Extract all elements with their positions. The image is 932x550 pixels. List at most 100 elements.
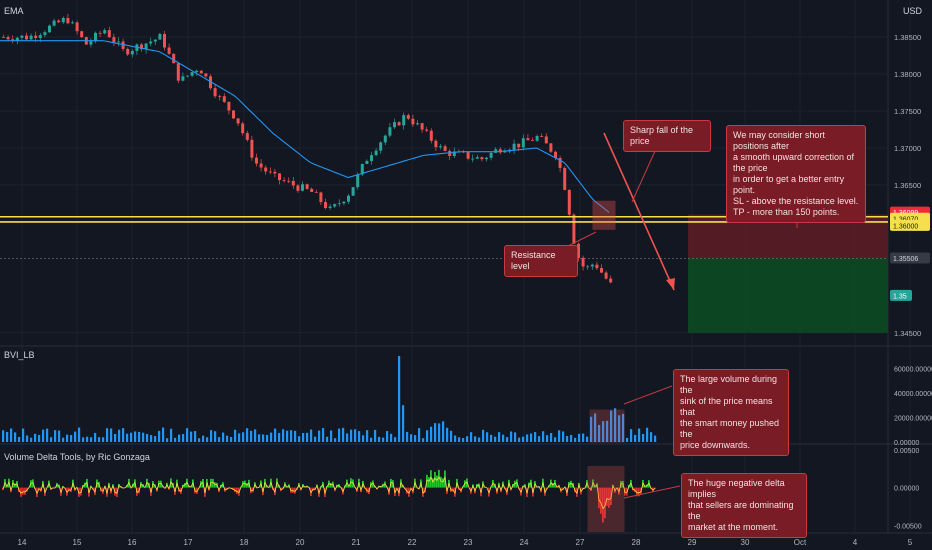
candle-body (112, 37, 116, 43)
delta-bar (22, 487, 24, 495)
volume-bar (214, 431, 217, 442)
volume-bar (554, 437, 557, 442)
volume-bar (654, 435, 657, 442)
volume-note: The large volume during the sink of the … (673, 369, 789, 456)
callout-connector (623, 485, 681, 499)
volume-bar (78, 427, 81, 442)
candle-body (172, 53, 176, 64)
x-tick-label: 22 (408, 538, 417, 547)
volume-bar (134, 431, 137, 442)
candle-body (544, 136, 548, 144)
ema-line (0, 40, 610, 213)
x-tick-label: 27 (576, 538, 585, 547)
candle-body (301, 184, 304, 191)
volume-bar (566, 436, 569, 442)
candle-body (572, 214, 576, 244)
delta-bar (654, 487, 656, 489)
volume-bar (114, 433, 117, 442)
volume-bar (406, 431, 409, 442)
volume-bar (422, 438, 425, 442)
currency-label[interactable]: USD (902, 6, 922, 16)
volume-bar (130, 432, 133, 442)
candle-body (48, 25, 51, 33)
volume-bar (58, 430, 61, 442)
volume-bar (470, 432, 473, 442)
volume-bar (62, 437, 65, 442)
delta-signal-line (2, 475, 656, 510)
delta-bar (608, 487, 610, 508)
delta-bar (294, 487, 296, 494)
candle-body (374, 150, 378, 156)
delta-bar (236, 487, 238, 495)
take-profit-zone (688, 258, 888, 333)
candle-body (71, 22, 74, 24)
volume-bar (238, 433, 241, 442)
volume-bar (222, 432, 225, 442)
volume-bar (294, 430, 297, 442)
volume-bar (482, 429, 485, 442)
volume-bar (458, 437, 461, 442)
volume-bar (310, 429, 313, 442)
candle-body (29, 35, 33, 40)
volume-panel-label[interactable]: BVI_LB (4, 350, 35, 360)
candle-body (126, 48, 130, 55)
delta-bar (638, 487, 640, 497)
price-tick-label: 1.36500 (894, 181, 921, 190)
volume-bar (82, 437, 85, 442)
volume-bar (630, 429, 633, 442)
volume-bar (374, 429, 377, 442)
candle-body (98, 32, 102, 34)
volume-bar (646, 427, 649, 442)
candle-body (328, 206, 332, 208)
delta-bar (352, 479, 354, 488)
delta-bar (554, 479, 556, 488)
candle-body (535, 136, 539, 141)
volume-bar (290, 430, 293, 442)
price-tag-box (890, 289, 912, 301)
delta-bar (604, 487, 606, 519)
volume-bar (526, 434, 529, 442)
candle-body (319, 192, 323, 203)
candle-body (117, 41, 120, 43)
price-tag-label: 1.36000 (893, 223, 918, 230)
candle-body (80, 31, 84, 38)
volume-bar (122, 428, 125, 442)
candle-body (379, 142, 383, 151)
volume-bar (202, 435, 205, 442)
volume-bar (518, 437, 521, 442)
delta-bar (514, 480, 516, 488)
resistance-highlight-box (592, 200, 616, 230)
x-tick-label: 28 (632, 538, 641, 547)
candle-body (38, 35, 42, 38)
volume-bar (110, 428, 113, 442)
candle-body (554, 151, 557, 158)
delta-bar (606, 487, 608, 506)
volume-bar (182, 434, 185, 442)
x-tick-label: 5 (908, 538, 913, 547)
volume-bar (54, 430, 57, 442)
delta-bar (408, 487, 410, 497)
volume-bar (198, 438, 201, 442)
delta-panel-label[interactable]: Volume Delta Tools, by Ric Gonzaga (4, 452, 150, 462)
candle-body (11, 39, 15, 41)
price-tick-label: 1.38500 (894, 33, 921, 42)
volume-bar (490, 434, 493, 442)
candle-body (443, 146, 447, 151)
volume-bar (418, 428, 421, 442)
candle-body (411, 118, 415, 125)
volume-bar (250, 430, 253, 442)
delta-histogram (2, 469, 656, 523)
volume-bar (330, 430, 333, 442)
candle-body (370, 155, 373, 161)
ema-indicator-label[interactable]: EMA (4, 6, 24, 16)
volume-bar (86, 436, 89, 442)
candle-body (420, 123, 424, 130)
volume-bar (266, 434, 269, 442)
candle-body (25, 35, 28, 40)
candle-body (402, 115, 406, 126)
candle-body (186, 75, 189, 77)
candle-body (466, 152, 470, 159)
volume-bar (382, 437, 385, 442)
volume-bar (234, 429, 237, 442)
candle-body (503, 151, 507, 153)
